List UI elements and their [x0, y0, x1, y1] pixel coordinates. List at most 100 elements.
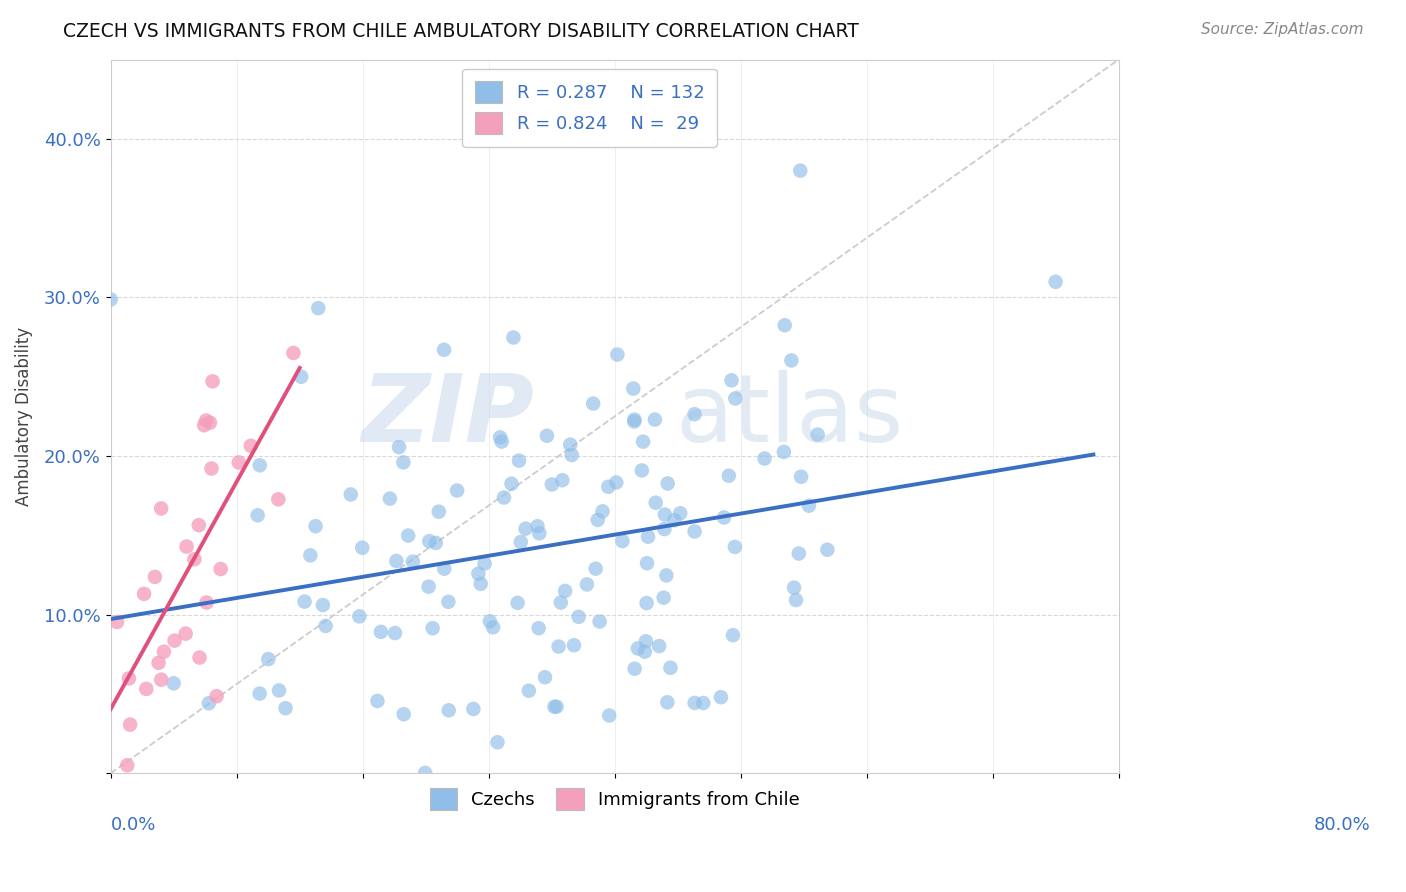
Point	[470, 577, 492, 591]
Point	[575, 577, 598, 591]
Point	[664, 513, 686, 527]
Point	[201, 375, 224, 389]
Point	[135, 681, 157, 696]
Point	[648, 639, 671, 653]
Point	[150, 501, 173, 516]
Point	[474, 557, 496, 571]
Point	[396, 528, 419, 542]
Point	[636, 596, 658, 610]
Point	[402, 555, 425, 569]
Point	[585, 561, 607, 575]
Point	[543, 699, 565, 714]
Point	[437, 703, 460, 717]
Point	[562, 638, 585, 652]
Point	[388, 440, 411, 454]
Point	[501, 476, 523, 491]
Point	[536, 428, 558, 442]
Point	[188, 650, 211, 665]
Point	[422, 621, 444, 635]
Point	[228, 455, 250, 469]
Point	[797, 499, 820, 513]
Point	[692, 696, 714, 710]
Point	[200, 461, 222, 475]
Point	[713, 510, 735, 524]
Point	[315, 619, 337, 633]
Point	[304, 519, 326, 533]
Point	[352, 541, 374, 555]
Point	[294, 594, 316, 608]
Point	[654, 508, 676, 522]
Point	[413, 766, 436, 780]
Point	[163, 676, 186, 690]
Point	[598, 708, 620, 723]
Point	[249, 687, 271, 701]
Point	[550, 596, 572, 610]
Point	[312, 598, 335, 612]
Point	[754, 451, 776, 466]
Text: ZIP: ZIP	[361, 370, 534, 462]
Point	[120, 717, 142, 731]
Point	[117, 758, 139, 772]
Point	[384, 626, 406, 640]
Point	[621, 382, 644, 396]
Point	[290, 369, 312, 384]
Point	[588, 615, 610, 629]
Point	[257, 652, 280, 666]
Point	[385, 554, 408, 568]
Point	[683, 524, 706, 539]
Point	[506, 596, 529, 610]
Point	[105, 615, 128, 629]
Point	[366, 694, 388, 708]
Point	[437, 595, 460, 609]
Point	[783, 581, 806, 595]
Point	[623, 414, 645, 428]
Point	[787, 547, 810, 561]
Text: 80.0%: 80.0%	[1313, 816, 1371, 834]
Point	[598, 480, 620, 494]
Point	[720, 373, 742, 387]
Point	[482, 620, 505, 634]
Point	[785, 593, 807, 607]
Text: Source: ZipAtlas.com: Source: ZipAtlas.com	[1201, 22, 1364, 37]
Point	[612, 534, 634, 549]
Point	[508, 453, 530, 467]
Point	[433, 343, 456, 357]
Point	[631, 434, 654, 449]
Point	[132, 587, 155, 601]
Point	[205, 689, 228, 703]
Point	[515, 522, 537, 536]
Point	[627, 641, 650, 656]
Point	[606, 347, 628, 361]
Point	[717, 468, 740, 483]
Point	[527, 621, 550, 635]
Point	[631, 463, 654, 477]
Point	[163, 633, 186, 648]
Point	[267, 492, 290, 507]
Point	[486, 735, 509, 749]
Point	[592, 504, 614, 518]
Point	[198, 416, 221, 430]
Point	[307, 301, 329, 315]
Point	[551, 473, 574, 487]
Point	[143, 570, 166, 584]
Point	[517, 683, 540, 698]
Point	[174, 626, 197, 640]
Point	[1045, 275, 1067, 289]
Point	[478, 615, 501, 629]
Point	[246, 508, 269, 523]
Point	[249, 458, 271, 473]
Point	[568, 609, 591, 624]
Point	[773, 318, 796, 333]
Point	[193, 418, 215, 433]
Text: 0.0%: 0.0%	[111, 816, 156, 834]
Point	[657, 476, 679, 491]
Point	[491, 434, 513, 449]
Point	[652, 591, 675, 605]
Point	[153, 645, 176, 659]
Point	[546, 699, 568, 714]
Point	[100, 293, 122, 307]
Point	[267, 683, 290, 698]
Point	[683, 696, 706, 710]
Point	[425, 536, 447, 550]
Point	[489, 430, 512, 444]
